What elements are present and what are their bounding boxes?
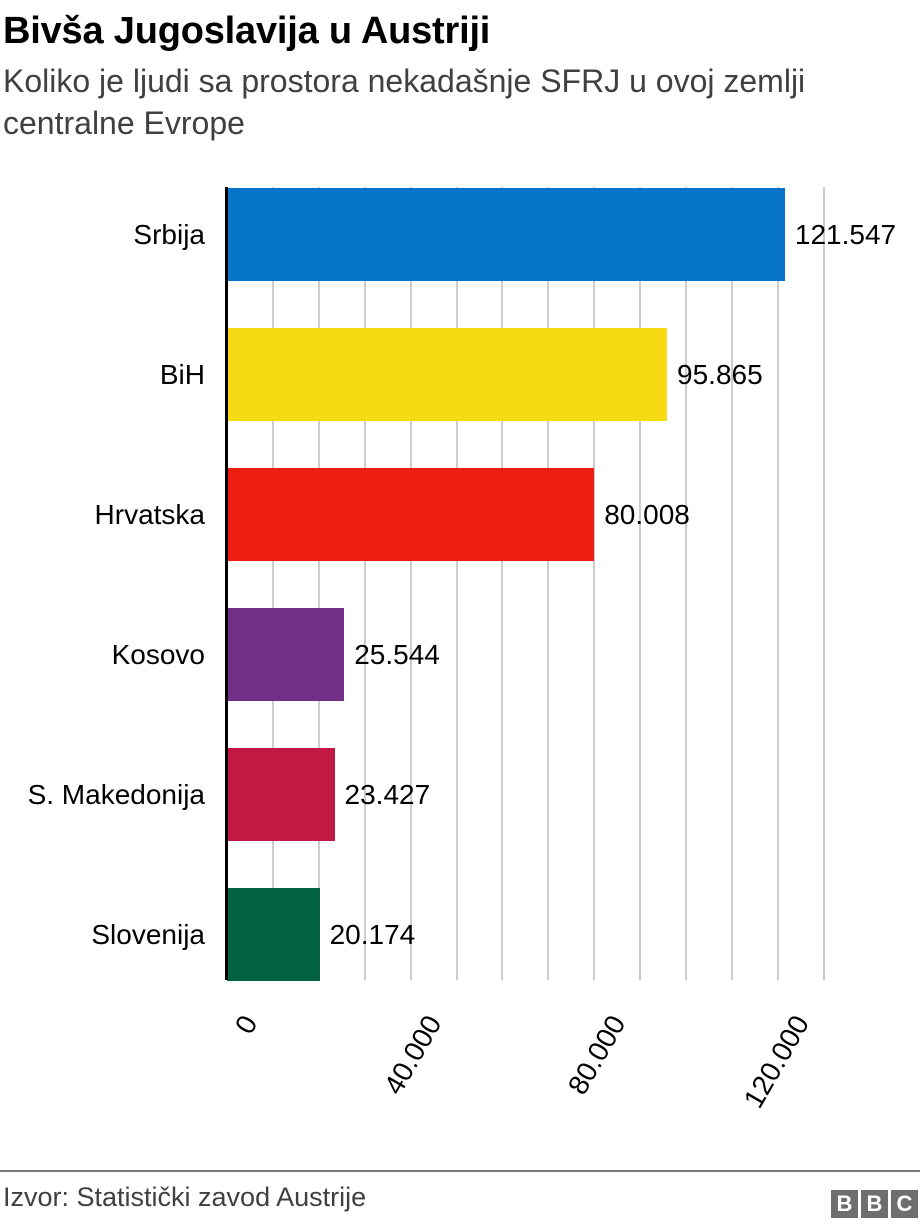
x-tick-label: 0 bbox=[229, 1010, 264, 1039]
value-label: 80.008 bbox=[604, 499, 690, 530]
gridline bbox=[776, 187, 779, 980]
gridline bbox=[593, 187, 596, 980]
gridline bbox=[409, 187, 412, 980]
gridline bbox=[363, 187, 366, 980]
bar-chart: Srbija 121.547 BiH 95.865 Hrvatska 80.008 Koso… bbox=[27, 187, 897, 1114]
gridline bbox=[639, 187, 642, 980]
category-label: Hrvatska bbox=[94, 499, 205, 530]
bar bbox=[227, 188, 785, 281]
chart-title: Bivša Jugoslavija u Austriji bbox=[3, 10, 491, 52]
gridline bbox=[685, 187, 687, 980]
gridline bbox=[271, 187, 274, 980]
gridline bbox=[317, 187, 320, 980]
category-label: Srbija bbox=[133, 219, 205, 250]
x-tick-label: 80.000 bbox=[561, 1010, 632, 1100]
gridline bbox=[501, 187, 504, 980]
value-label: 95.865 bbox=[677, 359, 763, 390]
chart-subtitle: Koliko je ljudi sa prostora nekadašnje S… bbox=[3, 63, 806, 141]
gridline bbox=[822, 187, 825, 980]
x-tick-label: 120.000 bbox=[737, 1010, 815, 1114]
bar bbox=[227, 748, 335, 841]
category-label: S. Makedonija bbox=[27, 779, 205, 810]
bar bbox=[227, 328, 668, 421]
gridline bbox=[455, 187, 458, 980]
category-label: Kosovo bbox=[111, 639, 205, 670]
value-label: 20.174 bbox=[329, 919, 416, 950]
value-label: 23.427 bbox=[344, 779, 431, 810]
source-note: Izvor: Statistički zavod Austrije bbox=[3, 1182, 367, 1212]
gridline bbox=[547, 187, 550, 980]
bbc-logo: B B C bbox=[831, 1190, 918, 1218]
bar bbox=[227, 608, 345, 701]
bar bbox=[227, 468, 595, 561]
x-tick-label: 40.000 bbox=[377, 1010, 448, 1100]
bbc-logo-letter: C bbox=[891, 1190, 918, 1218]
bar bbox=[227, 888, 320, 981]
y-axis-line bbox=[225, 187, 228, 980]
bbc-logo-letter: B bbox=[831, 1190, 858, 1218]
gridline bbox=[730, 187, 733, 980]
value-label: 121.547 bbox=[794, 219, 897, 250]
value-label: 25.544 bbox=[354, 639, 440, 670]
bbc-logo-letter: B bbox=[861, 1190, 888, 1218]
category-label: BiH bbox=[159, 359, 205, 390]
footer-divider bbox=[0, 1170, 920, 1172]
category-label: Slovenija bbox=[91, 919, 205, 950]
